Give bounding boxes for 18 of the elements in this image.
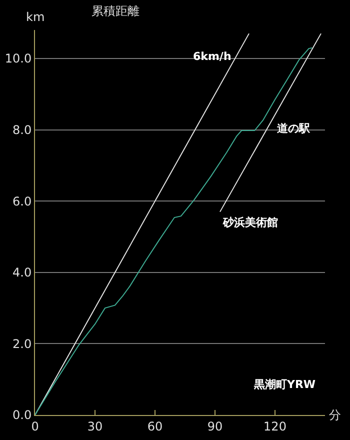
y-tick-label: 10.0	[4, 52, 32, 66]
x-axis-title: 分	[329, 408, 341, 422]
x-tick-label: 90	[207, 419, 223, 434]
y-axis-title: km	[26, 10, 45, 24]
x-tick-label: 0	[31, 419, 39, 434]
y-tick-label: 8.0	[12, 123, 32, 138]
annotation: 道の駅	[276, 122, 311, 135]
annotation: 6km/h	[193, 50, 232, 63]
annotation: 黒潮町YRW	[253, 378, 316, 391]
annotation: 砂浜美術館	[222, 216, 278, 229]
x-tick-label: 30	[87, 419, 103, 434]
y-tick-label: 2.0	[12, 336, 32, 351]
y-tick-label: 4.0	[12, 266, 32, 280]
y-tick-label: 6.0	[12, 194, 32, 208]
x-tick-label: 120	[264, 419, 286, 434]
chart-title: 累積距離	[92, 4, 140, 18]
x-tick-label: 60	[147, 419, 163, 434]
y-tick-label: 0.0	[12, 408, 32, 422]
